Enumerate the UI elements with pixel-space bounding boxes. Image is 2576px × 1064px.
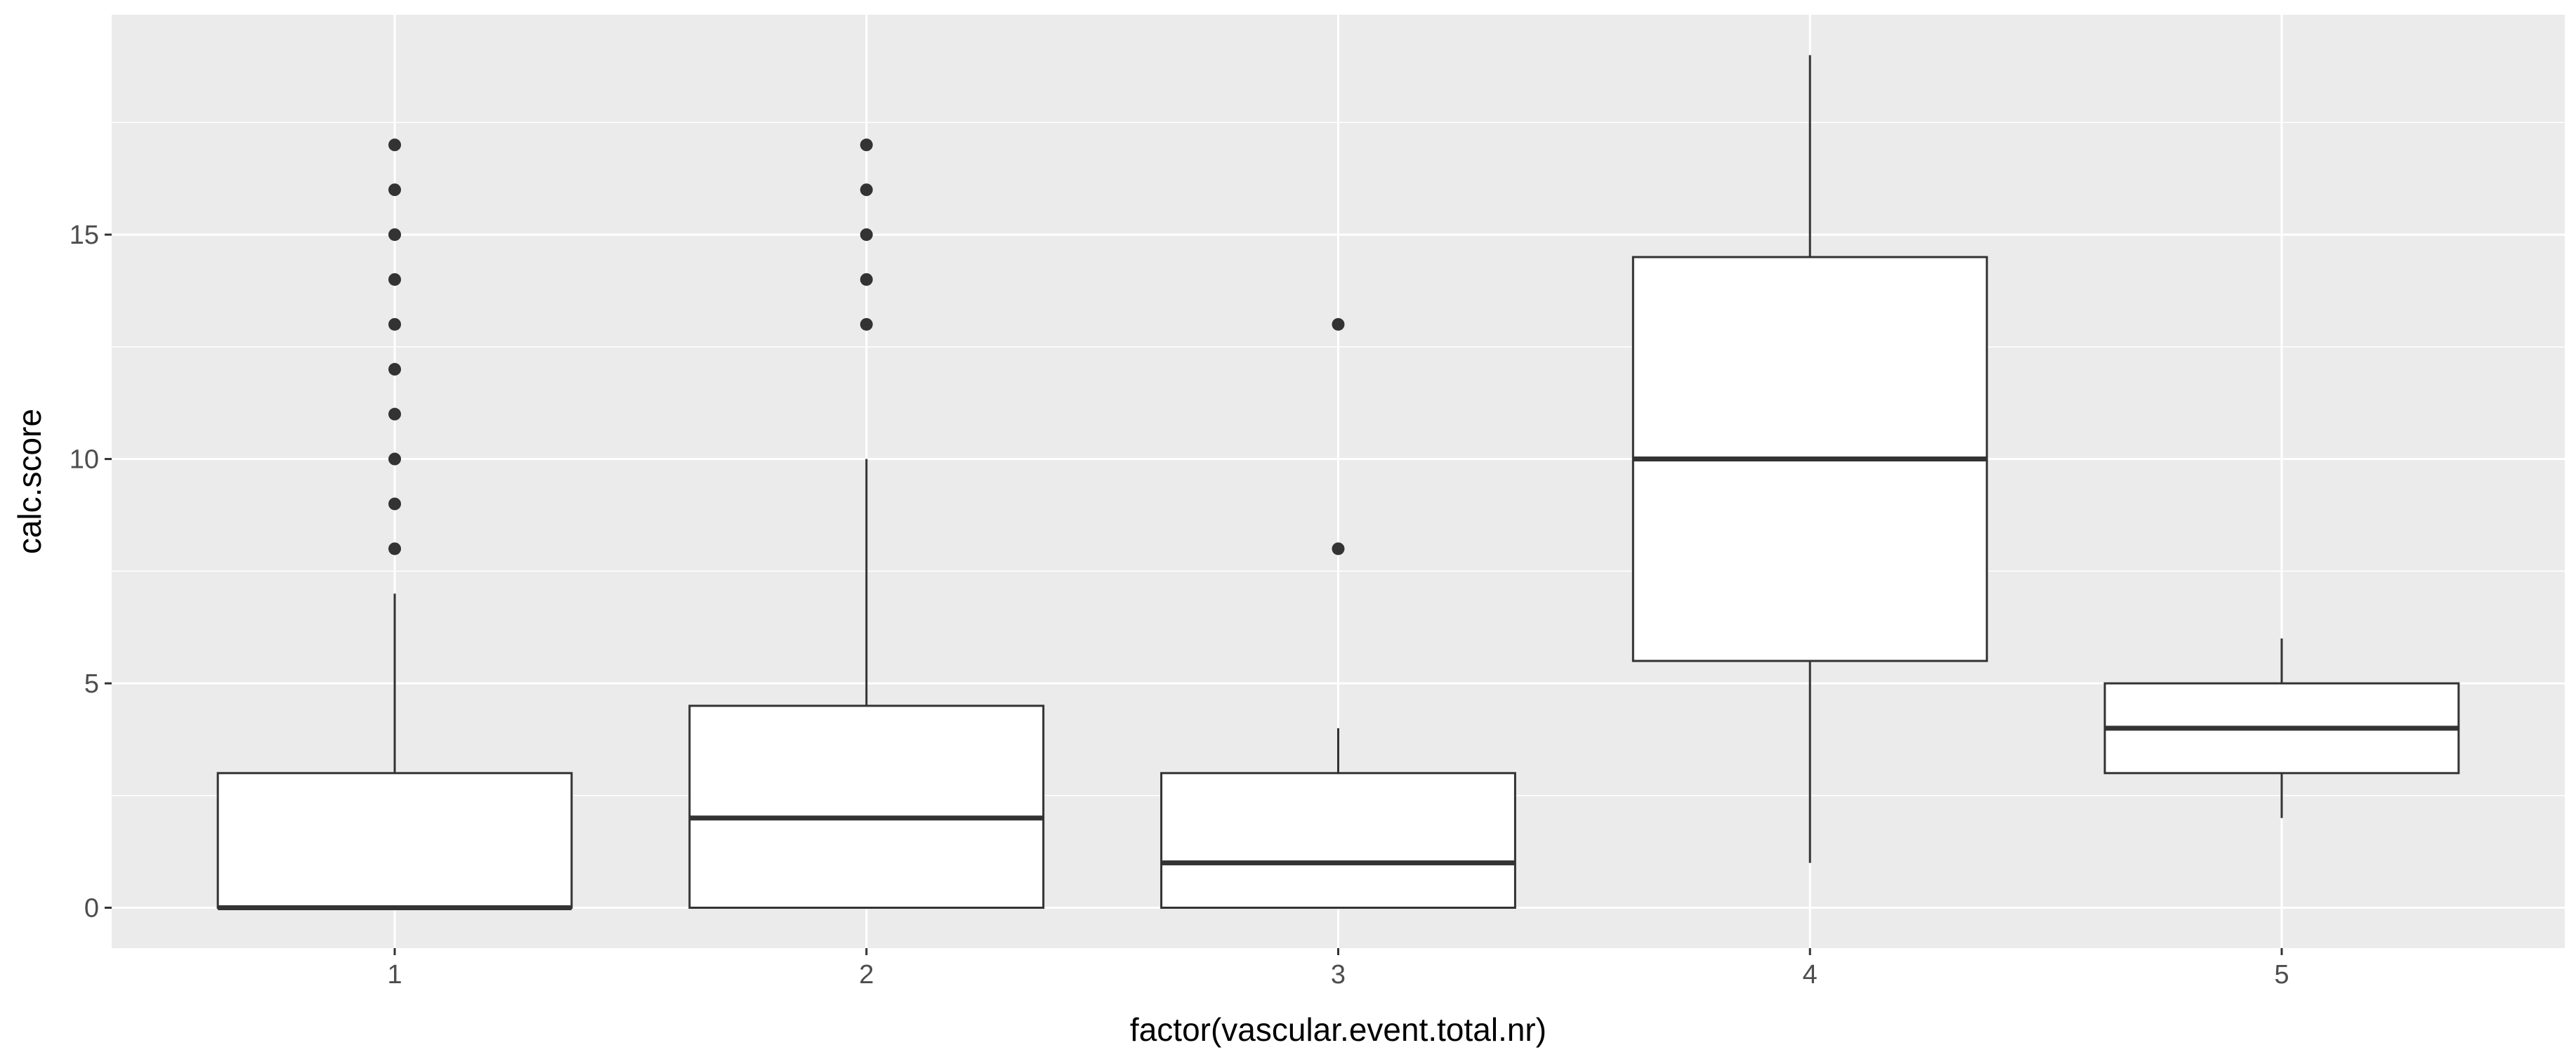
outlier-point	[388, 317, 402, 331]
box-group-3	[1160, 317, 1516, 909]
outlier-point	[1332, 317, 1345, 331]
x-tick-label: 2	[859, 960, 874, 990]
box-group-2	[688, 138, 1045, 909]
y-tick-label: 5	[84, 669, 99, 699]
outlier-point	[1332, 542, 1345, 556]
outlier-point	[860, 317, 873, 331]
x-tick-label: 5	[2274, 960, 2289, 990]
outlier-point	[388, 452, 402, 466]
outlier-point	[388, 407, 402, 421]
x-tick-label: 4	[1803, 960, 1818, 990]
outlier-point	[388, 183, 402, 197]
y-axis-title: calc.score	[11, 409, 48, 554]
y-tick-label: 0	[84, 893, 99, 923]
box-group-4	[1631, 55, 1988, 863]
outlier-point	[388, 362, 402, 376]
x-axis-title: factor(vascular.event.total.nr)	[1130, 1011, 1546, 1048]
outlier-point	[860, 183, 873, 197]
y-tick-label: 10	[70, 445, 99, 475]
outlier-point	[860, 228, 873, 242]
outlier-point	[388, 228, 402, 242]
outlier-point	[860, 138, 873, 152]
box-series	[216, 55, 2460, 910]
y-tick-label: 15	[70, 221, 99, 250]
box-group-1	[216, 138, 573, 910]
x-axis-ticks: 1 2 3 4 5	[387, 948, 2289, 990]
y-axis-ticks: 0 5 10 15	[70, 221, 112, 923]
outlier-point	[388, 497, 402, 511]
box	[216, 772, 573, 909]
outlier-point	[388, 542, 402, 556]
box-group-5	[2103, 638, 2460, 818]
x-tick-label: 3	[1331, 960, 1346, 990]
x-tick-label: 1	[387, 960, 402, 990]
box	[1160, 772, 1516, 909]
box	[688, 704, 1045, 909]
outlier-point	[388, 138, 402, 152]
outlier-point	[860, 272, 873, 286]
outlier-point	[388, 272, 402, 286]
